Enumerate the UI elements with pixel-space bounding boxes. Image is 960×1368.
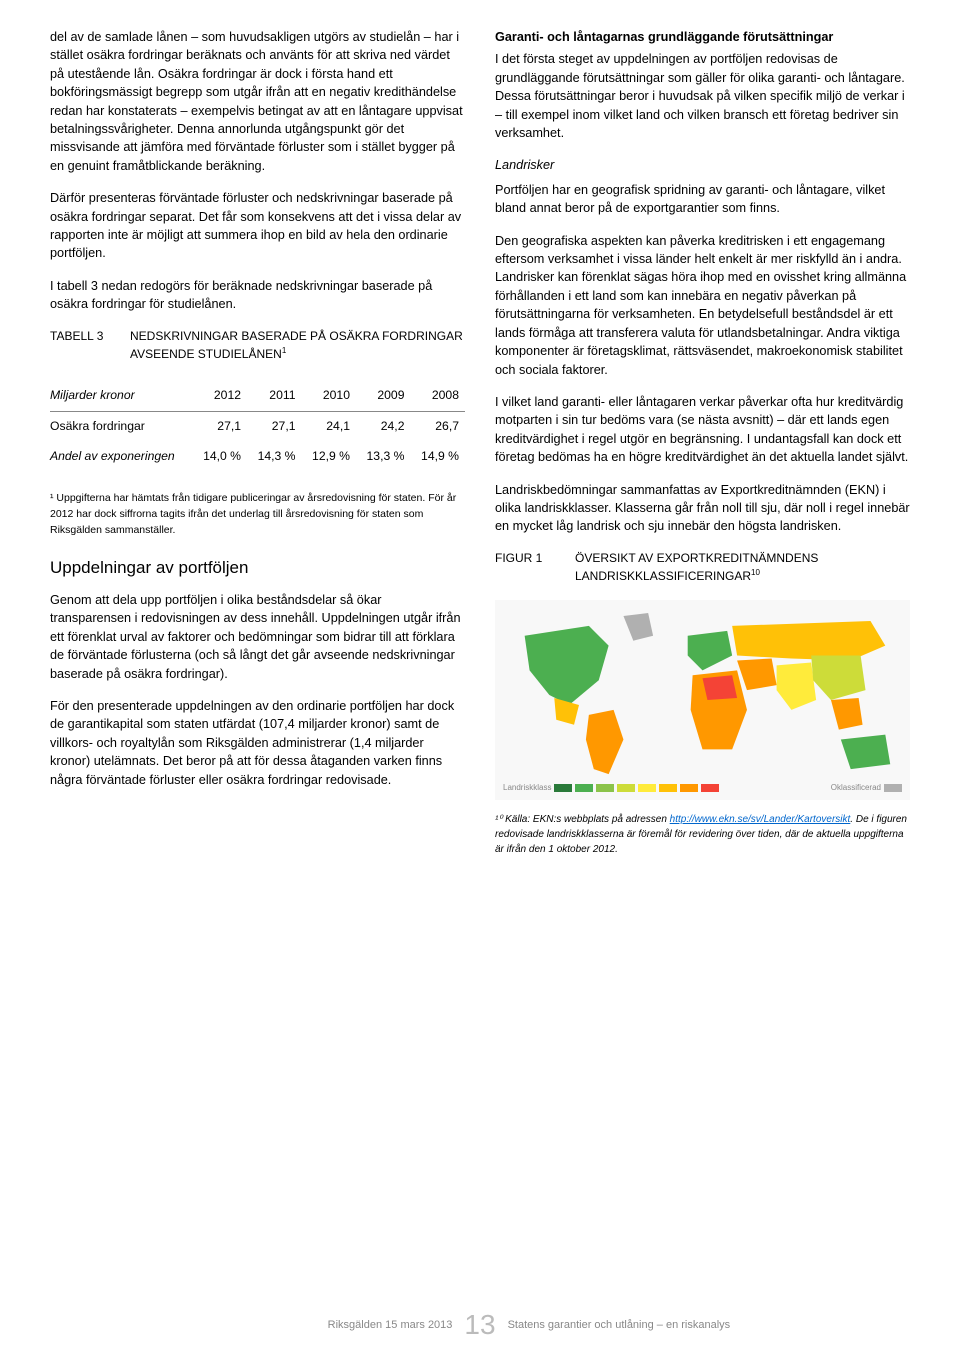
paragraph: Genom att dela upp portföljen i olika be… [50, 591, 465, 683]
year-col: 2010 [302, 381, 356, 411]
right-column: Garanti- och låntagarnas grundläggande f… [495, 28, 910, 857]
legend-swatch-0 [554, 784, 572, 792]
paragraph: Portföljen har en geografisk spridning a… [495, 181, 910, 218]
cell: 24,2 [356, 412, 410, 442]
cell: 26,7 [410, 412, 465, 442]
legend-swatch-4 [638, 784, 656, 792]
figure-caption: ÖVERSIKT AV EXPORTKREDITNÄMNDENS LANDRIS… [575, 550, 910, 586]
section-heading: Uppdelningar av portföljen [50, 556, 465, 581]
year-col: 2009 [356, 381, 410, 411]
paragraph: del av de samlade lånen – som huvudsakli… [50, 28, 465, 175]
legend-swatch-6 [680, 784, 698, 792]
table-label-num: TABELL 3 [50, 328, 130, 364]
legend-swatch-3 [617, 784, 635, 792]
cell: 12,9 % [302, 442, 356, 472]
cell: 14,9 % [410, 442, 465, 472]
paragraph: Den geografiska aspekten kan påverka kre… [495, 232, 910, 379]
footer-right: Statens garantier och utlåning – en risk… [496, 1318, 910, 1334]
legend-right-label: Oklassificerad [831, 782, 881, 794]
cell: 27,1 [193, 412, 247, 442]
paragraph: Landriskbedömningar sammanfattas av Expo… [495, 481, 910, 536]
paragraph: För den presenterade uppdelningen av den… [50, 697, 465, 789]
row-label: Andel av exponeringen [50, 442, 193, 472]
legend-swatch-2 [596, 784, 614, 792]
paragraph: Därför presenteras förväntade förluster … [50, 189, 465, 263]
cell: 14,3 % [247, 442, 301, 472]
legend-swatch-5 [659, 784, 677, 792]
table-footnote: ¹ Uppgifterna har hämtats från tidigare … [50, 490, 465, 539]
paragraph: I tabell 3 nedan redogörs för beräknade … [50, 277, 465, 314]
figure-source: ¹⁰ Källa: EKN:s webbplats på adressen ht… [495, 812, 910, 857]
map-legend: Landriskklass Oklassificerad [503, 782, 902, 794]
table-label: TABELL 3 NEDSKRIVNINGAR BASERADE PÅ OSÄK… [50, 328, 465, 364]
year-col: 2011 [247, 381, 301, 411]
legend-swatch-1 [575, 784, 593, 792]
source-link[interactable]: http://www.ekn.se/sv/Lander/Kartoversikt [670, 814, 851, 825]
italic-subheading: Landrisker [495, 156, 910, 174]
source-text-pre: ¹⁰ Källa: EKN:s webbplats på adressen [495, 814, 670, 825]
footer-left: Riksgälden 15 mars 2013 [50, 1318, 464, 1334]
figure-label-num: FIGUR 1 [495, 550, 575, 586]
figure-label: FIGUR 1 ÖVERSIKT AV EXPORTKREDITNÄMNDENS… [495, 550, 910, 586]
table-3: Miljarder kronor 2012 2011 2010 2009 200… [50, 381, 465, 471]
legend-swatch-unclassified [884, 784, 902, 792]
cell: 24,1 [302, 412, 356, 442]
year-col: 2008 [410, 381, 465, 411]
bold-subheading: Garanti- och låntagarnas grundläggande f… [495, 28, 910, 46]
cell: 13,3 % [356, 442, 410, 472]
paragraph: I vilket land garanti- eller låntagaren … [495, 393, 910, 467]
left-column: del av de samlade lånen – som huvudsakli… [50, 28, 465, 857]
legend-left-label: Landriskklass [503, 782, 551, 794]
cell: 14,0 % [193, 442, 247, 472]
world-map-figure: Landriskklass Oklassificerad [495, 600, 910, 800]
year-col: 2012 [193, 381, 247, 411]
map-svg [495, 600, 910, 800]
paragraph: I det första steget av uppdelningen av p… [495, 50, 910, 142]
page-footer: Riksgälden 15 mars 2013 13 Statens garan… [50, 1305, 910, 1346]
table-header-label: Miljarder kronor [50, 381, 193, 411]
legend-swatch-7 [701, 784, 719, 792]
page-number: 13 [464, 1305, 495, 1346]
cell: 27,1 [247, 412, 301, 442]
row-label: Osäkra fordringar [50, 412, 193, 442]
table-caption: NEDSKRIVNINGAR BASERADE PÅ OSÄKRA FORDRI… [130, 328, 465, 364]
